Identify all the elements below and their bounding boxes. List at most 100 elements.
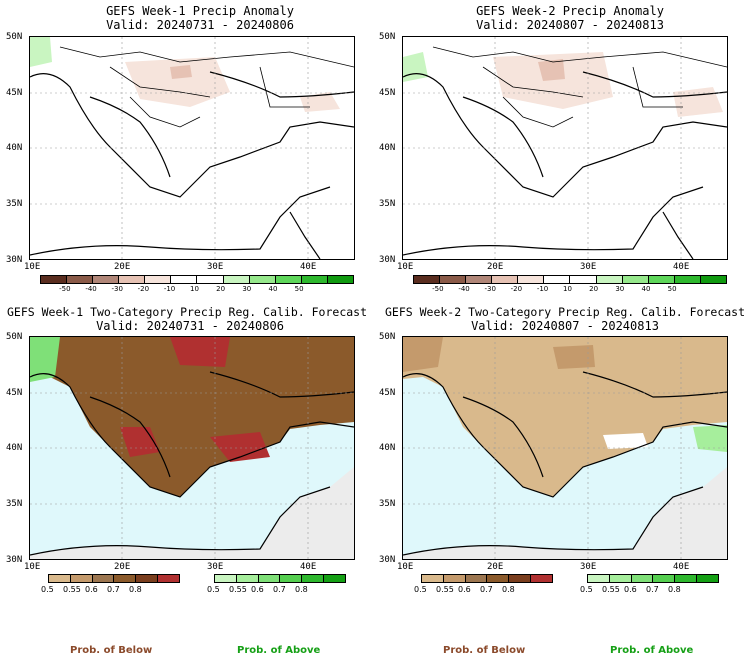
colorbar-tick-label: -50 <box>432 285 444 293</box>
colorbar-tick-label: -30 <box>484 285 496 293</box>
lon-tick: 40E <box>673 262 690 272</box>
colorbar-tick-label: 0.8 <box>295 585 308 594</box>
nodata-land <box>403 467 727 559</box>
colorbar-tick-label: 0.7 <box>480 585 493 594</box>
lat-tick: 30N <box>379 255 396 265</box>
colorbar-swatch <box>324 575 345 582</box>
map-week1-probability <box>29 336 355 560</box>
nodata-white <box>603 433 648 449</box>
colorbar-tick-label: 0.6 <box>85 585 98 594</box>
colorbar-tick-label: 20 <box>589 285 599 293</box>
colorbar-tick-label: 0.6 <box>624 585 637 594</box>
below-prob-mid <box>403 337 443 372</box>
lat-tick: 40N <box>6 143 23 153</box>
colorbar-swatch <box>197 276 224 283</box>
colorbar-swatch <box>653 575 676 582</box>
colorbar-swatch <box>215 575 237 582</box>
above-prob-land <box>30 337 60 382</box>
map-week2-probability <box>402 336 728 560</box>
lon-tick: 20E <box>114 562 131 572</box>
anomaly-colorbar <box>40 275 354 284</box>
colorbar-swatch <box>518 276 545 283</box>
colorbar-swatch <box>70 575 93 582</box>
colorbar-swatch <box>223 276 250 283</box>
colorbar-swatch <box>588 575 610 582</box>
colorbar-swatch <box>302 575 325 582</box>
lon-tick: 20E <box>487 562 504 572</box>
lon-tick: 30E <box>580 562 597 572</box>
colorbar-tick-label: 50 <box>294 285 304 293</box>
below-prob-land <box>403 337 727 497</box>
colorbar-swatch <box>609 575 632 582</box>
grid <box>403 37 727 259</box>
colorbar-swatch <box>465 575 488 582</box>
colorbar-tick-label: 0.7 <box>646 585 659 594</box>
panel-title: GEFS Week-2 Two-Category Precip Reg. Cal… <box>384 305 746 319</box>
lat-tick: 45N <box>6 88 23 98</box>
colorbar-tick-label: 0.8 <box>502 585 515 594</box>
lon-tick: 20E <box>487 262 504 272</box>
colorbar-swatch <box>674 276 701 283</box>
colorbar-swatch <box>492 276 519 283</box>
lat-tick: 40N <box>379 143 396 153</box>
colorbar-tick-label: -50 <box>59 285 71 293</box>
colorbar-swatch <box>509 575 532 582</box>
anomaly-wet-patch <box>30 37 52 67</box>
colorbar-swatch <box>700 276 726 283</box>
colorbar-swatch <box>631 575 654 582</box>
colorbar-swatch <box>648 276 675 283</box>
colorbar-swatch <box>258 575 281 582</box>
colorbar-swatch <box>301 276 328 283</box>
lat-tick: 30N <box>6 255 23 265</box>
lon-tick: 30E <box>207 562 224 572</box>
colorbar-swatch <box>171 276 198 283</box>
colorbar-swatch <box>145 276 172 283</box>
colorbar-swatch <box>249 276 276 283</box>
grid <box>30 37 354 259</box>
nodata-land <box>30 467 354 559</box>
colorbar-tick-label: 0.5 <box>207 585 220 594</box>
coastlines <box>403 71 727 259</box>
lat-tick: 45N <box>6 388 23 398</box>
panel-valid-dates: Valid: 20240731 - 20240806 <box>96 319 284 333</box>
colorbar-swatch <box>119 276 146 283</box>
map-week1-anomaly <box>29 36 355 260</box>
colorbar-swatch <box>440 276 467 283</box>
below-colorbar <box>48 574 180 583</box>
colorbar-swatch <box>41 276 68 283</box>
colorbar-tick-label: -20 <box>137 285 150 293</box>
lat-tick: 35N <box>6 199 23 209</box>
coastlines <box>30 71 354 259</box>
panel-title: GEFS Week-1 Precip Anomaly <box>106 4 294 18</box>
lat-tick: 45N <box>379 388 396 398</box>
lat-tick: 35N <box>379 499 396 509</box>
lat-tick: 50N <box>379 332 396 342</box>
panel-title: GEFS Week-2 Precip Anomaly <box>476 4 664 18</box>
anomaly-dry-patches <box>493 52 723 117</box>
lon-tick: 20E <box>114 262 131 272</box>
colorbar-swatch <box>280 575 303 582</box>
colorbar-tick-label: 0.7 <box>107 585 120 594</box>
lon-tick: 40E <box>300 562 317 572</box>
below-prob-high <box>120 427 160 457</box>
colorbar-tick-label: -10 <box>163 285 176 293</box>
legend-prob-above: Prob. of Above <box>610 645 694 656</box>
colorbar-tick-label: 0.5 <box>41 585 54 594</box>
panel-valid-dates: Valid: 20240807 - 20240813 <box>476 18 664 32</box>
panel-title: GEFS Week-1 Two-Category Precip Reg. Cal… <box>6 305 368 319</box>
colorbar-tick-label: 0.5 <box>580 585 593 594</box>
legend-prob-below: Prob. of Below <box>443 645 526 656</box>
colorbar-tick-label: 10 <box>563 285 572 293</box>
below-prob-high <box>210 432 270 462</box>
lat-tick: 30N <box>6 555 23 565</box>
colorbar-swatch <box>158 575 179 582</box>
colorbar-tick-label: 0.55 <box>602 585 620 594</box>
lon-tick: 10E <box>24 562 41 572</box>
grid <box>30 337 354 559</box>
coastlines <box>30 371 354 556</box>
colorbar-tick-label: -40 <box>458 285 470 293</box>
colorbar-tick-label: 0.55 <box>436 585 454 594</box>
colorbar-tick-label: 20 <box>216 285 226 293</box>
above-colorbar <box>214 574 346 583</box>
below-colorbar <box>421 574 553 583</box>
